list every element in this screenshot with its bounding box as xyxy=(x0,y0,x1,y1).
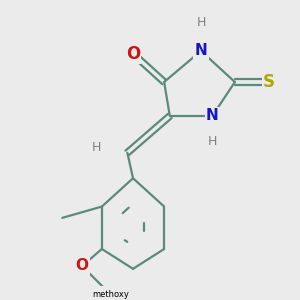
Text: N: N xyxy=(206,109,219,124)
Text: methoxy: methoxy xyxy=(92,290,129,299)
Text: H: H xyxy=(92,141,101,154)
Text: H: H xyxy=(208,135,217,148)
Text: S: S xyxy=(263,73,275,91)
Text: O: O xyxy=(76,259,88,274)
Text: H: H xyxy=(196,16,206,29)
Text: N: N xyxy=(195,44,207,59)
Text: O: O xyxy=(126,45,140,63)
